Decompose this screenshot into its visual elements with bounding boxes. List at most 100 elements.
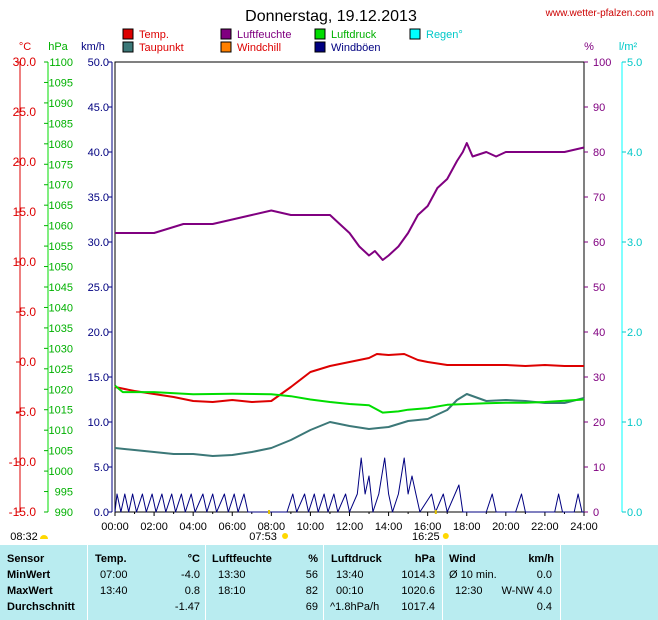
wind-time: 12:30 <box>455 585 483 597</box>
x-tick-label: 08:00 <box>258 521 286 533</box>
rain-unit-label: l/m² <box>619 41 638 53</box>
wind-tick-label: 0.0 <box>94 507 109 519</box>
humidity-tick-label: 90 <box>593 102 605 114</box>
pressure-time: 13:40 <box>336 569 364 581</box>
pressure-tick-label: 1070 <box>49 180 73 192</box>
humidity-tick-label: 20 <box>593 417 605 429</box>
humidity-tick-label: 0 <box>593 507 599 519</box>
pressure-tick-label: 1025 <box>49 364 73 376</box>
header-temp-unit: °C <box>187 553 200 565</box>
series-layer <box>114 142 585 513</box>
humidity-time: 18:10 <box>218 585 246 597</box>
humidity-time: 13:30 <box>218 569 246 581</box>
weather-chart: Donnerstag, 19.12.2013 www.wetter-pfalze… <box>9 8 654 543</box>
humidity-tick-label: 70 <box>593 192 605 204</box>
series-windb-en <box>114 457 584 513</box>
pressure-tick-label: 1060 <box>49 221 73 233</box>
pressure-tick-label: 1065 <box>49 200 73 212</box>
pressure-tick-label: 995 <box>55 487 73 499</box>
humidity-value: 56 <box>305 569 318 581</box>
wind-value: 0.0 <box>536 569 552 581</box>
humidity-tick-label: 50 <box>593 282 605 294</box>
wind-tick-label: 5.0 <box>94 462 109 474</box>
rain-tick-label: 4.0 <box>627 147 642 159</box>
sunrise-time: 07:53 <box>249 531 277 543</box>
humidity-tick-label: 30 <box>593 372 605 384</box>
header-temp: Temp. <box>95 553 127 565</box>
pressure-tick-label: 1095 <box>49 77 73 89</box>
humidity-tick-label: 80 <box>593 147 605 159</box>
legend-swatch-windboeen <box>314 41 326 53</box>
temp-tick-label: 15.0 <box>13 205 37 219</box>
pressure-tick-label: 1100 <box>49 57 73 69</box>
row-label: MinWert <box>7 569 51 581</box>
header-humidity-unit: % <box>308 553 318 565</box>
statistics-table: Sensor Temp. °C Luftfeuchte % Luftdruck … <box>0 545 658 620</box>
humidity-tick-label: 10 <box>593 462 605 474</box>
temp-tick-label: 30.0 <box>13 55 37 69</box>
series-temp- <box>114 353 584 403</box>
humidity-tick-label: 40 <box>593 327 605 339</box>
pressure-tick-label: 1030 <box>49 343 73 355</box>
pressure-tick-label: 1050 <box>49 262 73 274</box>
wind-tick-label: 15.0 <box>88 372 109 384</box>
wind-tick-label: 25.0 <box>88 282 109 294</box>
series-luftfeuchte <box>115 142 585 261</box>
humidity-unit-label: % <box>584 41 594 53</box>
plot-frame <box>114 61 585 513</box>
wind-tick-label: 40.0 <box>88 147 109 159</box>
pressure-tick-label: 1000 <box>49 466 73 478</box>
pressure-tick-label: 1045 <box>49 282 73 294</box>
wind-tick-label: 20.0 <box>88 327 109 339</box>
wind-time: Ø 10 min. <box>449 569 497 581</box>
pressure-tick-label: 990 <box>55 507 73 519</box>
pressure-time: 00:10 <box>336 585 364 597</box>
legend-label-luftfeuchte: Luftfeuchte <box>237 29 291 41</box>
humidity-tick-label: 100 <box>593 57 611 69</box>
source-link[interactable]: www.wetter-pfalzen.com <box>545 8 654 19</box>
x-tick-label: 02:00 <box>140 521 168 533</box>
rain-tick-label: 0.0 <box>627 507 642 519</box>
axes: 30.0 25.0 20.0 15.0 10.0 5.0 0.0 -5.0 -10.0 -15.0… <box>9 55 643 533</box>
temp-tick-label: 25.0 <box>13 105 37 119</box>
humidity-value: 69 <box>305 601 318 613</box>
sun-markers: 07:53 16:25 08:32 <box>10 510 449 543</box>
humidity-value: 82 <box>305 585 318 597</box>
temp-tick-label: -10.0 <box>9 455 37 469</box>
wind-tick-label: 50.0 <box>88 57 109 69</box>
x-tick-label: 06:00 <box>218 521 246 533</box>
legend-swatch-luftfeuchte <box>220 28 232 40</box>
wind-tick-label: 45.0 <box>88 102 109 114</box>
row-label: Durchschnitt <box>7 601 75 613</box>
temp-unit-label: °C <box>19 41 31 53</box>
series-taupunkt <box>114 393 585 457</box>
legend-label-taupunkt: Taupunkt <box>139 42 184 54</box>
header-pressure: Luftdruck <box>331 553 382 565</box>
temp-time: 07:00 <box>100 569 128 581</box>
sunset-time: 16:25 <box>412 531 440 543</box>
legend-swatch-luftdruck <box>314 28 326 40</box>
sun-icon <box>442 533 449 539</box>
pressure-tick-label: 1090 <box>49 98 73 110</box>
temp-value: -1.47 <box>174 601 200 613</box>
wind-unit-label: km/h <box>81 41 105 53</box>
chart-title: Donnerstag, 19.12.2013 <box>245 8 417 25</box>
legend-label-regen: Regen° <box>426 29 463 41</box>
wind-tick-label: 10.0 <box>88 417 109 429</box>
legend-label-windchill: Windchill <box>237 42 281 54</box>
pressure-tick-label: 1035 <box>49 323 73 335</box>
pressure-value: 1014.3 <box>401 569 435 581</box>
series-luftdruck <box>114 384 585 414</box>
temp-tick-label: 5.0 <box>19 305 36 319</box>
pressure-tick-label: 1040 <box>49 302 73 314</box>
sun-icon <box>282 533 289 539</box>
temp-time: 13:40 <box>100 585 128 597</box>
humidity-tick-label: 60 <box>593 237 605 249</box>
moon-icon <box>40 535 48 539</box>
legend-label-luftdruck: Luftdruck <box>331 29 377 41</box>
x-tick-label: 18:00 <box>453 521 481 533</box>
wind-tick-label: 35.0 <box>88 192 109 204</box>
legend-swatch-windchill <box>220 41 232 53</box>
temp-tick-label: -5.0 <box>15 405 36 419</box>
legend-swatch-temp <box>122 28 134 40</box>
